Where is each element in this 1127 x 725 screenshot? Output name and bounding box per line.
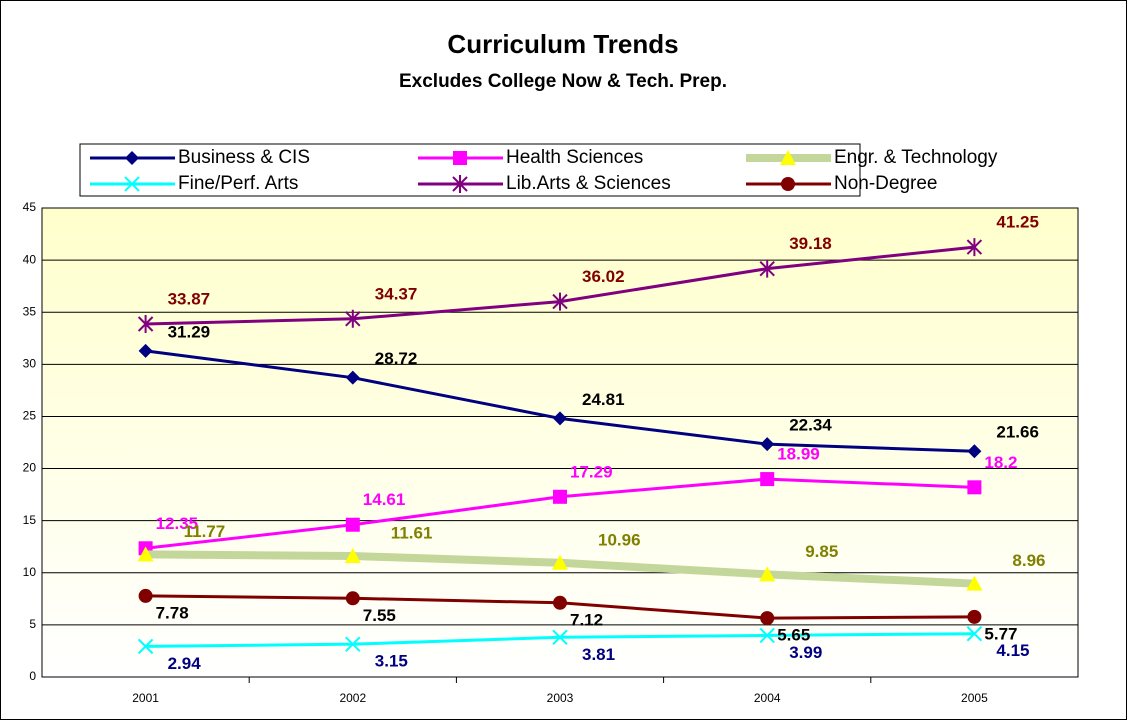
legend-label: Non-Degree xyxy=(834,173,938,194)
marker xyxy=(759,259,775,278)
marker xyxy=(553,411,567,426)
data-label: 7.78 xyxy=(156,603,189,622)
y-tick-label: 25 xyxy=(23,409,37,423)
data-label: 7.55 xyxy=(363,606,396,625)
chart-subtitle: Excludes College Now & Tech. Prep. xyxy=(399,71,727,92)
chart-title: Curriculum Trends xyxy=(447,29,678,59)
data-label: 34.37 xyxy=(375,284,418,303)
marker xyxy=(967,480,982,495)
x-tick-label: 2004 xyxy=(754,691,781,705)
marker xyxy=(781,177,795,191)
marker xyxy=(137,546,154,562)
data-label: 24.81 xyxy=(582,390,625,409)
y-tick-label: 30 xyxy=(23,357,37,371)
marker xyxy=(760,472,775,487)
marker xyxy=(966,575,983,591)
data-label: 9.85 xyxy=(805,542,838,561)
data-label: 31.29 xyxy=(168,322,211,341)
data-label: 41.25 xyxy=(996,213,1039,232)
data-label: 7.12 xyxy=(570,610,603,629)
x-tick-label: 2001 xyxy=(132,691,159,705)
marker xyxy=(966,238,983,257)
y-tick-label: 35 xyxy=(23,304,37,318)
data-label: 14.61 xyxy=(363,490,406,509)
data-label: 22.34 xyxy=(789,416,832,435)
marker xyxy=(138,588,153,603)
legend-label: Lib.Arts & Sciences xyxy=(506,173,671,194)
marker xyxy=(345,309,361,328)
marker xyxy=(125,151,139,165)
marker xyxy=(760,611,775,626)
marker xyxy=(345,517,360,532)
y-tick-label: 40 xyxy=(23,252,37,266)
marker xyxy=(345,591,360,606)
data-label: 11.77 xyxy=(184,522,226,541)
data-label: 21.66 xyxy=(996,423,1039,442)
marker xyxy=(967,609,982,624)
marker xyxy=(967,444,982,459)
marker xyxy=(137,314,154,333)
data-label: 5.65 xyxy=(777,626,810,645)
legend-label: Health Sciences xyxy=(506,147,643,168)
data-label: 28.72 xyxy=(375,349,418,368)
data-label: 2.94 xyxy=(168,654,202,673)
marker xyxy=(138,343,153,358)
data-label: 18.99 xyxy=(777,445,820,464)
marker xyxy=(552,292,568,311)
legend-label: Business & CIS xyxy=(178,147,310,168)
marker xyxy=(966,626,983,642)
marker xyxy=(345,636,361,652)
marker xyxy=(552,554,568,570)
data-label: 3.15 xyxy=(375,652,408,671)
y-tick-label: 15 xyxy=(23,513,37,527)
data-label: 10.96 xyxy=(598,530,641,549)
marker xyxy=(760,437,775,452)
marker xyxy=(552,629,568,645)
marker xyxy=(553,595,567,610)
marker xyxy=(759,566,776,582)
y-tick-label: 10 xyxy=(23,565,37,579)
marker xyxy=(124,176,140,192)
data-label: 3.81 xyxy=(582,645,615,664)
y-tick-label: 5 xyxy=(29,617,36,631)
marker xyxy=(553,489,567,504)
x-tick-label: 2005 xyxy=(961,691,988,705)
legend-label: Engr. & Technology xyxy=(834,147,998,168)
legend-label: Fine/Perf. Arts xyxy=(178,173,298,194)
data-label: 36.02 xyxy=(582,267,625,286)
x-tick-label: 2003 xyxy=(547,691,574,705)
data-label: 11.61 xyxy=(391,523,433,542)
data-label: 3.99 xyxy=(789,643,822,662)
data-label: 8.96 xyxy=(1012,551,1045,570)
legend-box xyxy=(79,143,861,197)
marker xyxy=(137,638,154,655)
data-label: 33.87 xyxy=(168,289,211,308)
marker xyxy=(452,175,468,193)
y-tick-label: 45 xyxy=(23,200,37,214)
data-label: 17.29 xyxy=(570,462,613,481)
marker xyxy=(345,370,360,385)
data-label: 5.77 xyxy=(984,624,1017,643)
data-label: 4.15 xyxy=(996,641,1029,660)
marker xyxy=(453,151,467,165)
data-label: 39.18 xyxy=(789,234,832,253)
marker xyxy=(344,547,361,563)
y-tick-label: 0 xyxy=(29,669,36,683)
x-tick-label: 2002 xyxy=(339,691,366,705)
marker xyxy=(759,627,775,644)
data-label: 18.2 xyxy=(984,453,1017,472)
data-label: 12.35 xyxy=(156,514,199,533)
marker xyxy=(780,150,796,165)
y-tick-label: 20 xyxy=(23,461,37,475)
